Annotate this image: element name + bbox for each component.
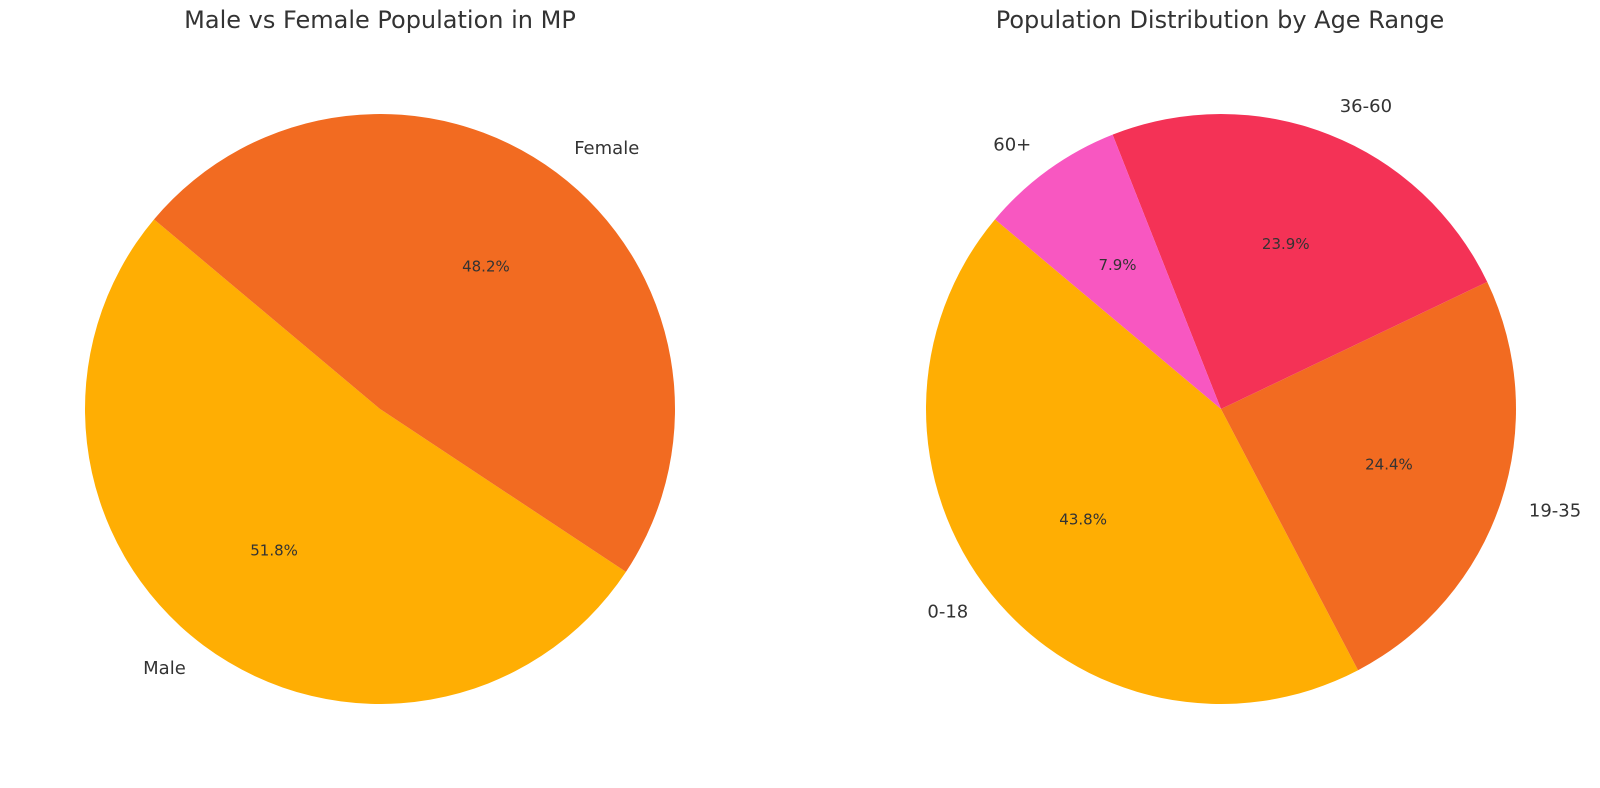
slice-label-19-35: 19-35 xyxy=(1529,500,1581,521)
pct-label-female: 48.2% xyxy=(462,258,510,276)
pct-label-19-35: 24.4% xyxy=(1365,455,1413,473)
chart-title-age: Population Distribution by Age Range xyxy=(995,6,1445,34)
pie-age: 43.8% 0-18 24.4% 19-35 23.9% 36-60 7.9% 60+ xyxy=(926,96,1581,704)
pct-label-36-60: 23.9% xyxy=(1262,235,1310,253)
pie-slice-male xyxy=(84,219,626,705)
chart-title-gender: Male vs Female Population in MP xyxy=(184,6,576,34)
pct-label-60: 7.9% xyxy=(1098,256,1136,274)
pie-slice-female xyxy=(154,114,675,572)
slice-label-female: Female xyxy=(574,138,639,159)
pct-label-0-18: 43.8% xyxy=(1059,511,1107,529)
pie-gender: 51.8% Male 48.2% Female xyxy=(84,114,675,705)
slice-label-36-60: 36-60 xyxy=(1340,96,1392,117)
slice-label-male: Male xyxy=(143,658,186,679)
pie-slice-36-60 xyxy=(1112,114,1488,410)
pie-slice-60 xyxy=(995,134,1221,409)
pie-slice-19-35 xyxy=(1221,281,1516,671)
slice-label-0-18: 0-18 xyxy=(927,602,968,623)
slice-label-60: 60+ xyxy=(993,135,1031,156)
pie-slice-0-18 xyxy=(926,219,1359,704)
pct-label-male: 51.8% xyxy=(250,541,298,559)
